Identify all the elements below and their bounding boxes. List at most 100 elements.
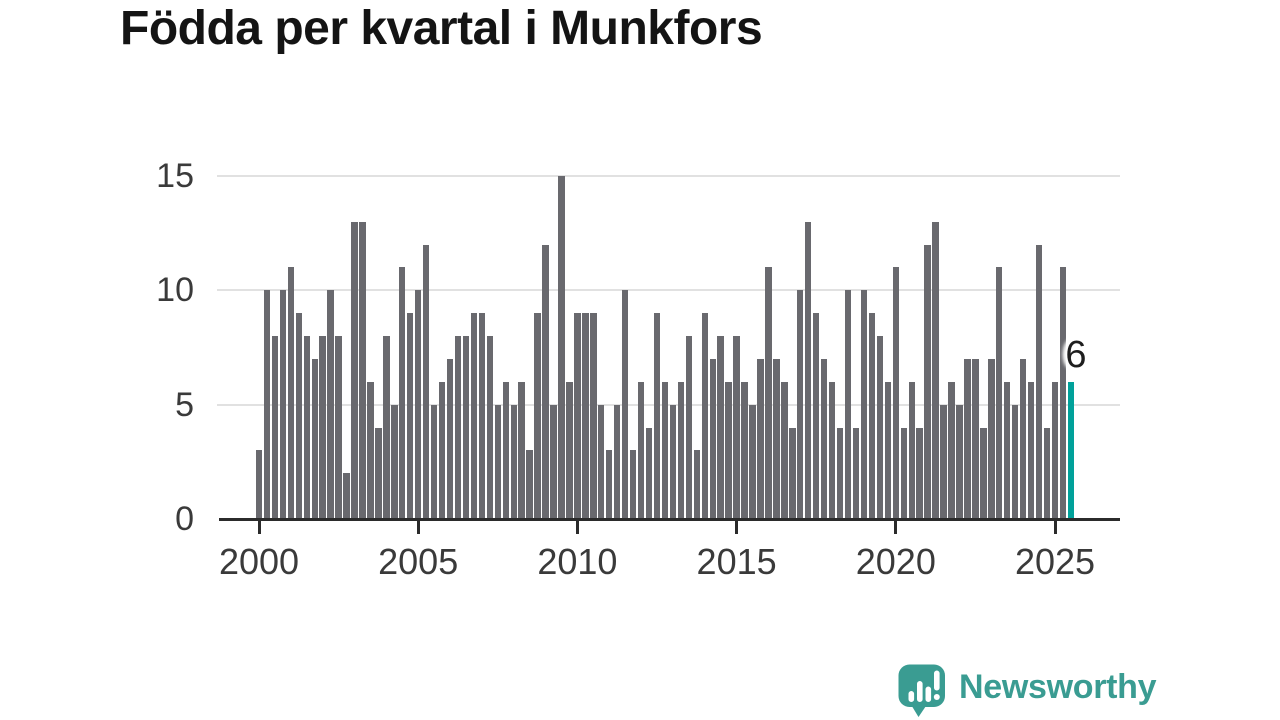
- bar: [757, 358, 764, 520]
- bar: [518, 381, 525, 520]
- bar: [964, 358, 971, 520]
- bar: [980, 427, 987, 520]
- bar: [430, 404, 438, 520]
- bar: [852, 427, 860, 520]
- bar: [940, 404, 947, 520]
- bar: [860, 290, 868, 520]
- bar: [415, 290, 422, 520]
- bar: [263, 290, 271, 520]
- bar: [916, 427, 923, 520]
- bar: [932, 221, 939, 520]
- bar: [311, 358, 318, 520]
- bar: [892, 267, 899, 520]
- gridline-y-15: [217, 174, 1120, 177]
- bar: [709, 358, 716, 520]
- bar: [606, 450, 613, 520]
- bar: [621, 290, 629, 520]
- bar: [900, 427, 907, 520]
- bar: [1019, 358, 1027, 520]
- bar: [781, 381, 788, 520]
- y-axis-label: 0: [175, 500, 194, 538]
- bar: [765, 267, 772, 520]
- bar: [797, 290, 804, 520]
- newsworthy-logo-text: Newsworthy: [959, 668, 1157, 706]
- bar: [590, 313, 597, 520]
- bar: [454, 336, 462, 520]
- newsworthy-logo: Newsworthy: [897, 663, 1157, 718]
- bar: [582, 313, 589, 520]
- x-axis-tick: [894, 521, 898, 534]
- bar: [550, 404, 557, 520]
- x-axis-label: 2010: [537, 541, 618, 582]
- bar: [661, 381, 669, 520]
- bar: [383, 336, 390, 520]
- x-axis-label: 2005: [378, 541, 459, 582]
- bar: [996, 267, 1003, 520]
- bar: [598, 404, 605, 520]
- bar: [327, 290, 334, 520]
- bar: [685, 336, 693, 520]
- newsworthy-logo-icon: [898, 664, 945, 717]
- bar: [367, 381, 374, 520]
- x-axis-tick: [1053, 521, 1057, 534]
- bar: [494, 404, 501, 520]
- bar: [876, 336, 884, 520]
- bar: [295, 313, 302, 520]
- bar: [1012, 404, 1019, 520]
- gridline-y-10: [217, 289, 1120, 292]
- bar: [470, 313, 478, 520]
- bar: [534, 313, 541, 520]
- x-axis-tick: [416, 521, 420, 534]
- bar: [438, 381, 446, 520]
- x-axis-label: 2000: [218, 541, 300, 582]
- bar: [844, 290, 852, 520]
- bar: [924, 244, 931, 520]
- bar: [614, 404, 621, 520]
- bar: [828, 381, 836, 520]
- highlighted-bar: [1067, 381, 1075, 520]
- bar: [908, 381, 915, 520]
- bar: [526, 450, 533, 520]
- bar: [510, 404, 517, 520]
- bar: [1004, 381, 1011, 520]
- bar: [1027, 381, 1035, 520]
- bar: [805, 221, 812, 520]
- bar: [1051, 381, 1059, 520]
- bar: [279, 290, 287, 520]
- highlight-value-label: 6: [1065, 333, 1087, 376]
- bar: [820, 358, 828, 520]
- bar: [972, 358, 979, 520]
- bar: [677, 381, 685, 520]
- bar: [502, 381, 509, 520]
- bar: [868, 313, 876, 520]
- bar: [446, 358, 454, 520]
- bar: [741, 381, 748, 520]
- bar: [287, 267, 295, 520]
- x-axis-tick: [735, 521, 739, 534]
- bar: [725, 381, 732, 520]
- bar: [789, 427, 796, 520]
- x-axis-tick: [575, 521, 579, 534]
- bar: [343, 473, 350, 520]
- bar: [701, 313, 708, 520]
- y-axis-label: 5: [175, 385, 194, 424]
- bar: [566, 381, 573, 520]
- bar: [836, 427, 844, 520]
- bar: [956, 404, 963, 520]
- bar: [335, 336, 342, 520]
- bar: [653, 313, 661, 520]
- bar: [669, 404, 677, 520]
- bar: [351, 221, 358, 520]
- bar: [422, 244, 430, 520]
- bar: [988, 358, 995, 520]
- bar: [693, 450, 700, 520]
- bar: [303, 336, 310, 520]
- bar: [478, 313, 486, 520]
- bar: [773, 358, 780, 520]
- bar: [717, 336, 724, 520]
- x-axis-line: [219, 518, 1120, 521]
- bar: [407, 313, 414, 520]
- bar: [391, 404, 398, 520]
- bar: [733, 336, 740, 520]
